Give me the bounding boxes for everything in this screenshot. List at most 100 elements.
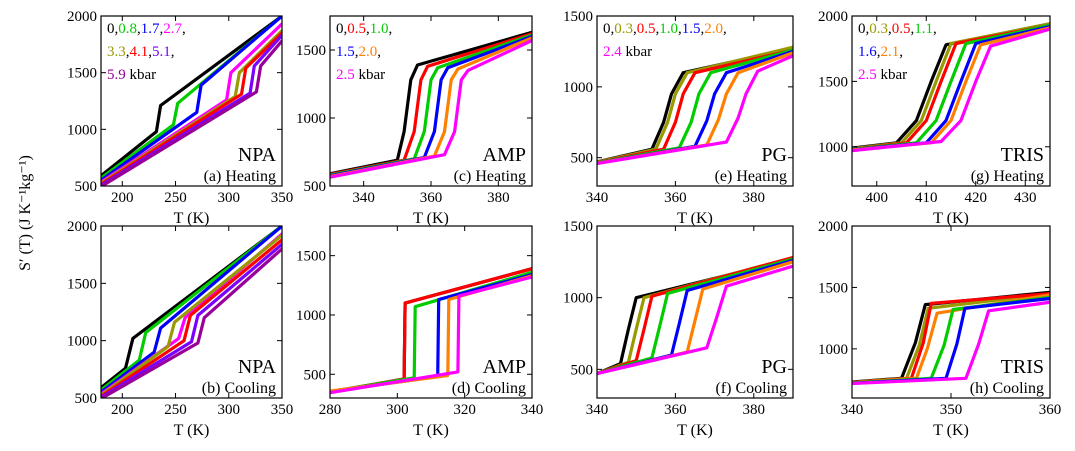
x-tick-label: 380	[743, 190, 766, 206]
y-tick-label: 1000	[67, 334, 97, 350]
series-group	[330, 30, 532, 179]
x-axis-label: T (K)	[174, 210, 210, 227]
y-tick-label: 500	[304, 179, 327, 195]
x-tick-label: 420	[965, 190, 988, 206]
y-tick-label: 1500	[296, 249, 326, 265]
y-tick-label: 1000	[296, 111, 326, 127]
x-tick-label: 410	[915, 190, 938, 206]
legend-entry: ,	[148, 44, 152, 60]
panel-b: 200 250 300 350 500 1000 1500 2000 T (K) NPA (b) C…	[67, 219, 293, 439]
sample-name: TRIS	[1001, 356, 1044, 378]
y-tick-label: 1000	[67, 122, 97, 138]
legend-entry: ,	[933, 21, 937, 37]
sample-name: TRIS	[1001, 144, 1044, 166]
legend-entry: 0.3	[614, 21, 633, 37]
legend-entry: kbar	[622, 44, 652, 60]
legend-entry: 0	[107, 21, 115, 37]
legend-entry: 1.6	[858, 44, 877, 60]
legend-entry: 0.8	[118, 21, 137, 37]
mode-label: (a) Heating	[204, 168, 276, 185]
panel-f: 340 360 380 500 1000 1500 T (K) PG (f) Cooling	[563, 219, 794, 439]
x-tick-label: 350	[271, 190, 294, 206]
series-line-5.1-kbar	[101, 33, 282, 186]
legend-entry: ,	[126, 44, 130, 60]
legend-entry: ,	[366, 21, 370, 37]
x-axis-label: T (K)	[413, 422, 449, 439]
sample-name: NPA	[238, 144, 277, 166]
legend-line: 0,0.8,1.7,2.7,	[107, 21, 186, 37]
mode-label: (d) Cooling	[452, 380, 526, 397]
legend-entry: ,	[899, 44, 903, 60]
x-tick-label: 380	[487, 190, 510, 206]
legend-line: 3.3,4.1,5.1,	[107, 44, 175, 60]
mode-label: (b) Cooling	[202, 380, 276, 397]
legend-entry: 2.7	[163, 21, 182, 37]
x-tick-label: 200	[111, 190, 134, 206]
series-line-1.7-kbar	[101, 16, 282, 182]
panel-c: 340 360 380 500 1000 1500 T (K) AMP (c) Heating 0…	[296, 15, 533, 227]
legend-entry: 1.7	[141, 21, 160, 37]
y-tick-label: 1000	[818, 342, 848, 358]
legend-line: 2.5 kbar	[858, 67, 907, 83]
legend-line: 1.5,2.0,	[336, 44, 381, 60]
series-group	[101, 16, 282, 186]
plot-frame	[329, 225, 533, 399]
legend-entry: 2.0	[704, 21, 723, 37]
legend-entry: ,	[115, 21, 119, 37]
y-tick-label: 1500	[563, 219, 593, 235]
y-tick-label: 1000	[563, 291, 593, 307]
legend-line: 2.5 kbar	[336, 67, 385, 83]
legend-entry: 1.1	[914, 21, 933, 37]
y-tick-label: 1500	[296, 43, 326, 59]
sample-name: AMP	[483, 356, 526, 378]
legend-entry: ,	[701, 21, 705, 37]
legend-entry: 5.1	[152, 44, 171, 60]
legend-entry: kbar	[126, 67, 156, 83]
series-group	[852, 22, 1050, 153]
x-axis-label: T (K)	[677, 210, 713, 227]
x-tick-label: 360	[420, 190, 443, 206]
x-tick-label: 300	[218, 402, 241, 418]
x-tick-label: 280	[319, 402, 342, 418]
legend-line: 2.4 kbar	[603, 44, 652, 60]
plot-frame	[596, 15, 794, 187]
legend-entry: 0.5	[347, 21, 366, 37]
legend-entry: 5.9	[107, 67, 126, 83]
y-tick-label: 2000	[818, 219, 848, 235]
series-line-2.4-kbar	[597, 264, 793, 376]
panel-a: 200 250 300 350 500 1000 1500 2000 T (K) NPA (a) H…	[67, 9, 293, 227]
y-tick-label: 500	[571, 362, 594, 378]
plot-frame	[596, 225, 794, 399]
mode-label: (f) Cooling	[715, 380, 787, 397]
legend-entry: ,	[911, 21, 915, 37]
x-tick-label: 340	[586, 402, 609, 418]
x-tick-label: 430	[1014, 190, 1037, 206]
legend-entry: 2.5	[336, 67, 355, 83]
y-tick-label: 2000	[818, 9, 848, 25]
x-tick-label: 340	[521, 402, 544, 418]
y-tick-label: 1500	[67, 276, 97, 292]
legend-entry: 2.0	[359, 44, 378, 60]
y-tick-label: 2000	[67, 219, 97, 235]
series-group	[597, 45, 793, 166]
series-line-5.1-kbar	[101, 242, 282, 398]
legend-entry: 0.5	[892, 21, 911, 37]
plot-frame	[100, 225, 283, 399]
series-line-4.1-kbar	[101, 31, 282, 186]
legend-line: 0,0.5,1.0,	[336, 21, 392, 37]
legend-entry: ,	[723, 21, 727, 37]
legend-entry: ,	[678, 21, 682, 37]
x-axis-label: T (K)	[933, 210, 969, 227]
series-group	[330, 267, 532, 395]
x-tick-label: 400	[866, 190, 889, 206]
x-tick-label: 360	[664, 402, 687, 418]
plot-frame	[851, 15, 1051, 187]
series-line-2.5-kbar	[330, 275, 532, 395]
legend-entry: ,	[137, 21, 141, 37]
legend-entry: 3.3	[107, 44, 126, 60]
legend-entry: 1.5	[336, 44, 355, 60]
mode-label: (g) Heating	[971, 168, 1044, 185]
panel-h: 340 350 360 1000 1500 2000 T (K) TRIS (h) Coolin…	[818, 219, 1061, 439]
series-line-2.5-kbar	[852, 300, 1050, 386]
